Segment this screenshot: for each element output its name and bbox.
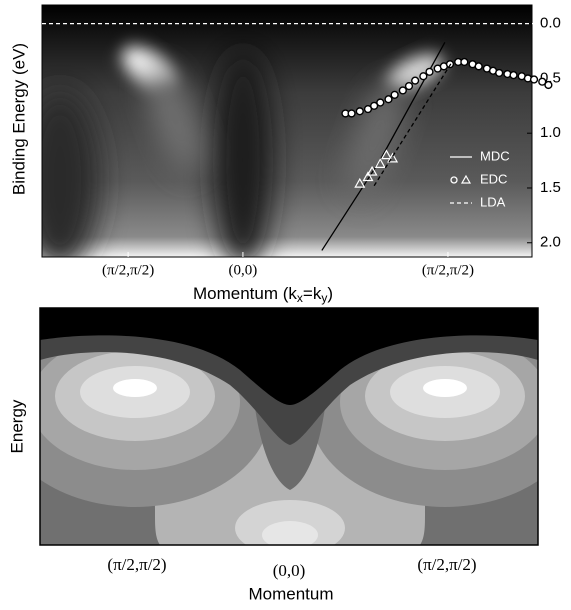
x-tick-label: (0,0) <box>229 262 258 278</box>
edc-point <box>529 75 539 84</box>
y-tick-label: 1.5 <box>540 179 561 196</box>
x-tick-label: (π/2,π/2) <box>102 262 154 278</box>
edc-point <box>538 77 547 86</box>
edc-point <box>495 68 504 78</box>
edc-point <box>354 177 366 188</box>
x-tick-label: (π/2,π/2) <box>107 555 166 574</box>
x-axis-label-part: x <box>297 291 303 305</box>
edc-point <box>376 98 385 107</box>
y-tick-label: 0.0 <box>540 15 561 32</box>
bottom-chart: (π/2,π/2) (0,0) (π/2,π/2) Momentum Energy <box>7 399 476 603</box>
plot-frame <box>41 4 533 258</box>
x-axis-label: Momentum (kx=ky) <box>193 284 333 305</box>
edc-point <box>509 71 518 80</box>
edc-point <box>404 81 414 91</box>
model-map <box>40 308 538 545</box>
edc-point <box>387 152 399 163</box>
x-axis-label-part: Momentum (k <box>193 284 297 303</box>
edc-point <box>363 104 373 114</box>
edc-point <box>474 62 483 71</box>
x-axis-label-part: =k <box>303 284 322 303</box>
edc-point <box>380 149 392 160</box>
legend-label: LDA <box>480 194 506 209</box>
edc-point <box>347 109 356 118</box>
edc-point <box>425 67 434 76</box>
x-axis-label: Momentum <box>248 584 333 603</box>
edc-point <box>384 95 393 104</box>
y-tick-label: 2.0 <box>540 234 561 251</box>
top-chart: 0.00.51.01.52.0(π/2,π/2) (0,0) (π/2,π/2)Bi… <box>9 15 560 306</box>
y-axis-label: Binding Energy (eV) <box>9 43 28 195</box>
legend-label: MDC <box>480 148 510 163</box>
edc-point <box>355 107 364 116</box>
x-tick-label: (0,0) <box>273 561 306 580</box>
edc-point <box>362 171 374 182</box>
model-frame <box>39 307 539 546</box>
y-tick-label: 1.0 <box>540 124 561 141</box>
x-tick-label: (π/2,π/2) <box>422 262 474 278</box>
intensity-map <box>42 5 532 257</box>
edc-point <box>398 86 407 95</box>
x-tick-label: (π/2,π/2) <box>417 555 476 574</box>
edc-point <box>411 76 420 85</box>
legend-label: EDC <box>480 171 507 186</box>
edc-point <box>390 90 399 99</box>
y-axis-label: Energy <box>7 399 26 453</box>
edc-point <box>370 101 379 110</box>
edc-point <box>544 80 553 90</box>
series-line <box>373 61 453 187</box>
x-axis-label-part: ) <box>327 284 333 303</box>
x-axis-label-part: y <box>321 291 327 305</box>
legend-swatch <box>450 176 458 184</box>
legend-swatch <box>460 174 472 184</box>
edc-point <box>366 165 378 176</box>
edc-point <box>374 158 386 168</box>
edc-point <box>460 57 469 67</box>
edc-point <box>419 72 428 81</box>
